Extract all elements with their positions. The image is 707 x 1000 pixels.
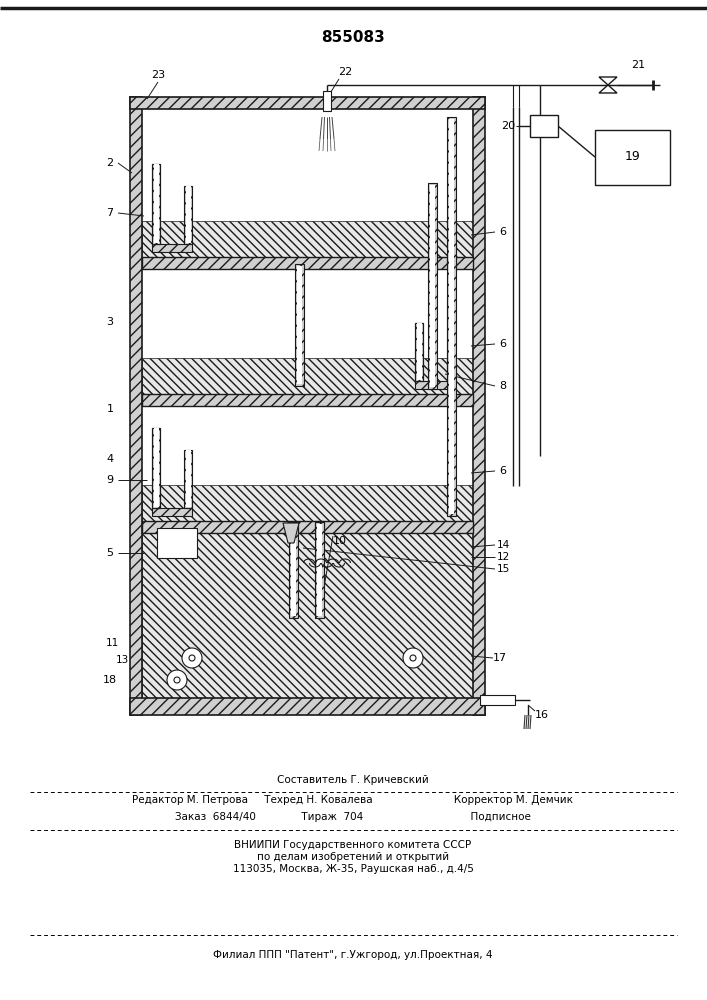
Bar — [415, 381, 455, 389]
Circle shape — [403, 648, 423, 668]
Bar — [154, 428, 159, 507]
Text: 3: 3 — [107, 317, 114, 327]
Text: 19: 19 — [625, 150, 641, 163]
Bar — [428, 183, 437, 389]
Bar — [473, 97, 485, 715]
Bar — [530, 115, 558, 137]
Bar — [295, 264, 304, 386]
Bar — [152, 508, 192, 516]
Text: Составитель Г. Кричевский: Составитель Г. Кричевский — [277, 775, 429, 785]
Text: 113035, Москва, Ж-35, Раушская наб., д.4/5: 113035, Москва, Ж-35, Раушская наб., д.4… — [233, 864, 474, 874]
Bar — [184, 186, 192, 244]
Text: 7: 7 — [107, 208, 114, 218]
Bar — [152, 164, 160, 244]
Text: Редактор М. Петрова     Техред Н. Ковалева                         Корректор М. : Редактор М. Петрова Техред Н. Ковалева К… — [132, 795, 573, 805]
Bar — [297, 266, 302, 384]
Bar — [315, 522, 324, 618]
Bar — [415, 323, 423, 381]
Bar — [415, 323, 423, 381]
Text: Филиал ППП "Патент", г.Ужгород, ул.Проектная, 4: Филиал ППП "Патент", г.Ужгород, ул.Проек… — [214, 950, 493, 960]
Bar — [595, 130, 670, 185]
Bar — [157, 528, 197, 558]
Bar — [152, 428, 160, 508]
Bar — [152, 164, 160, 244]
Bar — [315, 521, 324, 533]
Bar — [417, 323, 422, 380]
Text: 16: 16 — [535, 710, 549, 720]
Bar — [142, 221, 473, 257]
Text: 13: 13 — [115, 655, 129, 665]
Bar — [130, 698, 485, 715]
Bar — [480, 695, 515, 705]
Bar — [152, 164, 160, 244]
Bar — [186, 186, 191, 243]
Bar — [430, 185, 435, 387]
Text: 9: 9 — [107, 475, 114, 485]
Bar — [130, 97, 142, 715]
Bar — [449, 119, 454, 514]
Bar — [142, 358, 473, 394]
Bar — [142, 394, 473, 406]
Text: 6: 6 — [500, 466, 506, 476]
Circle shape — [182, 648, 202, 668]
Bar — [142, 521, 473, 533]
Bar — [428, 257, 437, 269]
Bar — [142, 257, 473, 269]
Bar — [152, 428, 160, 508]
Bar — [142, 528, 473, 698]
Bar — [184, 450, 192, 508]
Text: 20: 20 — [501, 121, 515, 131]
Bar — [447, 301, 455, 381]
Text: 855083: 855083 — [321, 30, 385, 45]
Text: 2: 2 — [107, 158, 114, 168]
Bar — [289, 521, 298, 533]
Text: 12: 12 — [496, 552, 510, 562]
Text: 8: 8 — [499, 381, 506, 391]
Text: 5: 5 — [107, 548, 114, 558]
Text: Заказ  6844/40              Тираж  704                                 Подписное: Заказ 6844/40 Тираж 704 Подписное — [175, 812, 531, 822]
Text: 1: 1 — [107, 404, 114, 414]
Bar — [289, 522, 298, 618]
Text: 18: 18 — [103, 675, 117, 685]
Polygon shape — [599, 77, 617, 85]
Text: 21: 21 — [631, 60, 645, 70]
Bar — [449, 301, 454, 380]
Text: 4: 4 — [107, 454, 114, 464]
Bar — [152, 428, 160, 508]
Bar — [447, 117, 456, 516]
Text: 6: 6 — [500, 339, 506, 349]
Text: 23: 23 — [151, 70, 165, 80]
Bar — [186, 450, 191, 507]
Polygon shape — [283, 523, 299, 543]
Bar — [447, 394, 456, 406]
Bar — [447, 257, 456, 269]
Bar — [152, 244, 192, 252]
Polygon shape — [599, 85, 617, 93]
Bar — [142, 485, 473, 521]
Text: 22: 22 — [338, 67, 352, 77]
Circle shape — [167, 670, 187, 690]
Bar — [323, 91, 331, 111]
Bar — [291, 524, 296, 616]
Text: 14: 14 — [496, 540, 510, 550]
Bar — [317, 524, 322, 616]
Bar — [415, 323, 423, 381]
Text: 15: 15 — [496, 564, 510, 574]
Text: по делам изобретений и открытий: по делам изобретений и открытий — [257, 852, 449, 862]
Text: ВНИИПИ Государственного комитета СССР: ВНИИПИ Государственного комитета СССР — [235, 840, 472, 850]
Text: 10: 10 — [333, 536, 347, 546]
Text: 17: 17 — [493, 653, 507, 663]
Bar — [154, 164, 159, 243]
Text: 6: 6 — [500, 227, 506, 237]
Text: 11: 11 — [105, 638, 119, 648]
Bar — [130, 97, 485, 109]
